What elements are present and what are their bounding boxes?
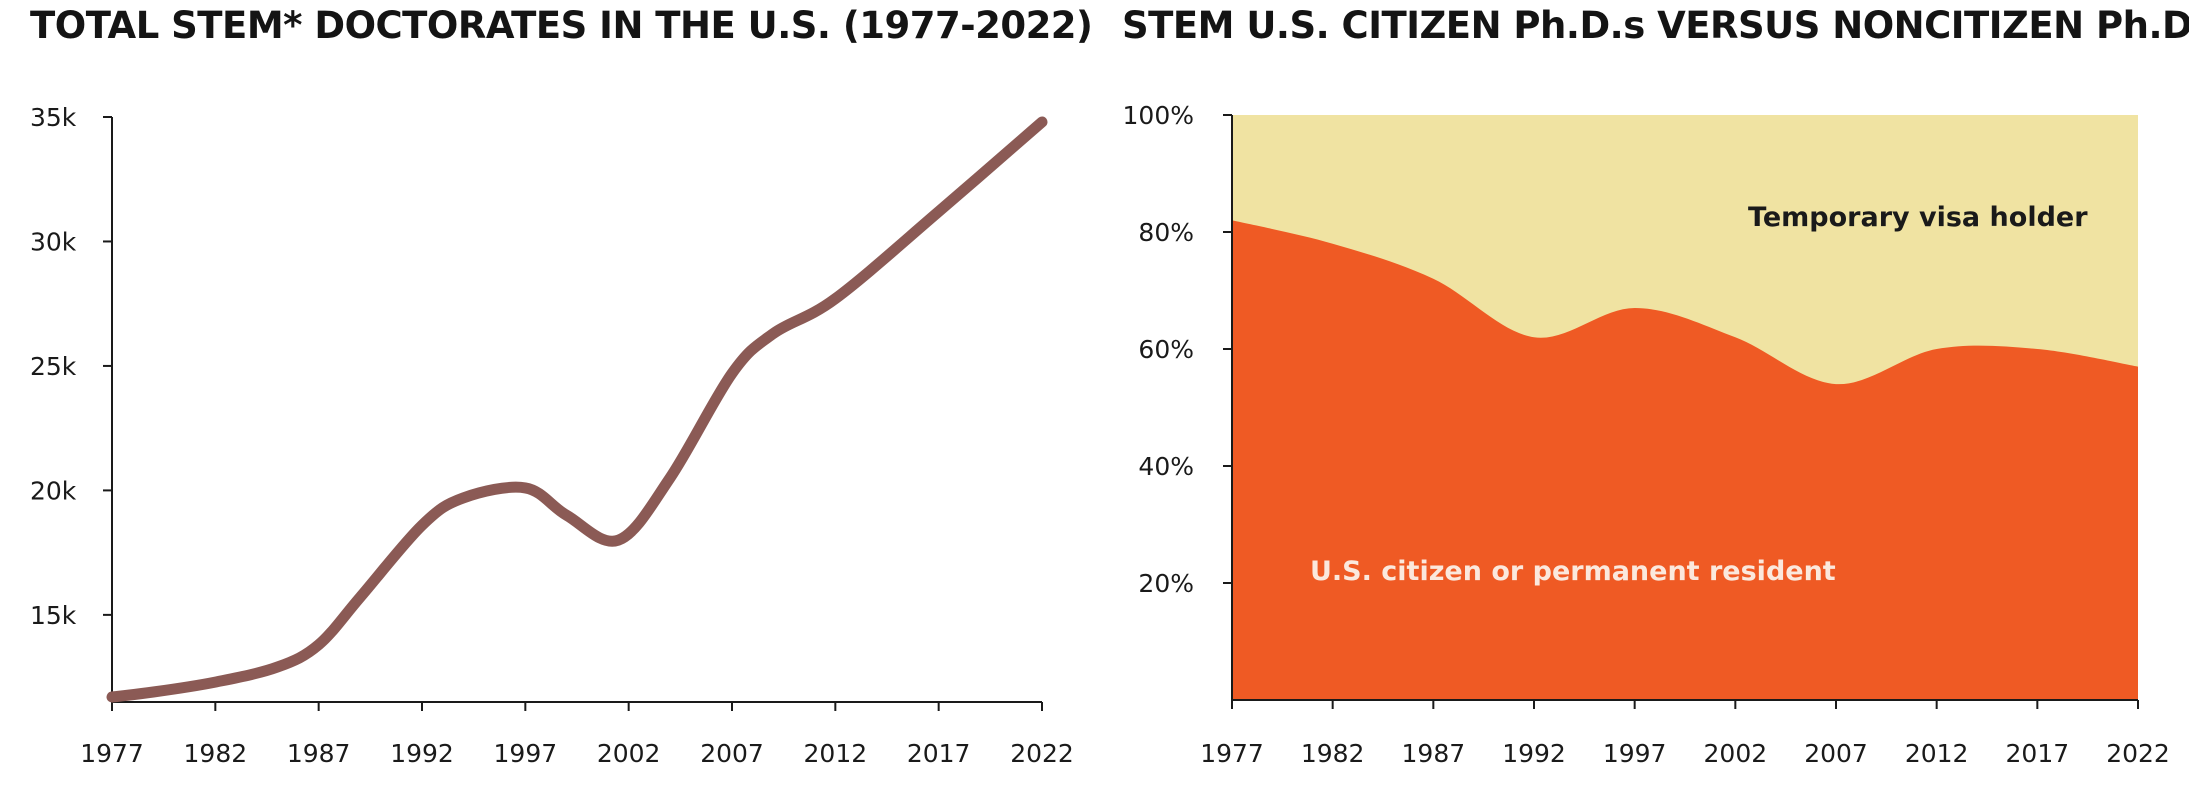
chart-title-citizen-vs-noncitizen: STEM U.S. CITIZEN Ph.D.s VERSUS NONCITIZ… — [1122, 4, 2189, 47]
x-tick-label: 1997 — [1603, 739, 1667, 768]
x-tick-label: 2007 — [700, 739, 764, 768]
x-tick-label: 1977 — [80, 739, 144, 768]
y-tick-label: 20% — [1138, 569, 1194, 598]
x-tick-label: 2022 — [1010, 739, 1074, 768]
x-tick-label: 1987 — [1402, 739, 1466, 768]
y-tick-label: 15k — [30, 601, 77, 630]
y-tick-label: 100% — [1123, 101, 1194, 130]
y-tick-label: 60% — [1138, 335, 1194, 364]
chart-title-total-stem-doctorates: TOTAL STEM* DOCTORATES IN THE U.S. (1977… — [30, 4, 1093, 47]
x-tick-label: 2012 — [1905, 739, 1969, 768]
x-tick-label: 1997 — [494, 739, 558, 768]
series-line-total-doctorates — [106, 116, 1048, 703]
y-tick-label: 25k — [30, 352, 77, 381]
area-us-citizen-or-permanent-resident — [1232, 220, 2138, 701]
x-tick-label: 2022 — [2106, 739, 2170, 768]
x-tick-label: 1992 — [1502, 739, 1566, 768]
x-tick-label: 2002 — [597, 739, 661, 768]
x-tick-label: 1982 — [184, 739, 248, 768]
x-tick-label: 2017 — [907, 739, 971, 768]
series-label-us-citizen: U.S. citizen or permanent resident — [1310, 556, 1836, 587]
y-tick-label: 30k — [30, 227, 77, 256]
y-tick-label: 35k — [30, 103, 77, 132]
series-label-temporary-visa-holder: Temporary visa holder — [1748, 202, 2088, 233]
x-tick-label: 1982 — [1301, 739, 1365, 768]
x-tick-label: 1987 — [287, 739, 351, 768]
x-tick-label: 2017 — [2006, 739, 2070, 768]
x-tick-label: 1992 — [390, 739, 454, 768]
y-tick-label: 20k — [30, 476, 77, 505]
x-tick-label: 2012 — [804, 739, 868, 768]
y-tick-label: 80% — [1138, 218, 1194, 247]
x-tick-label: 2002 — [1704, 739, 1768, 768]
x-tick-label: 2007 — [1804, 739, 1868, 768]
x-tick-label: 1977 — [1200, 739, 1264, 768]
line-chart-total-doctorates: 15k 20k 25k 30k 35k 1977 1982 1987 1992 1997 2002 2… — [30, 103, 1074, 768]
y-tick-label: 40% — [1138, 452, 1194, 481]
